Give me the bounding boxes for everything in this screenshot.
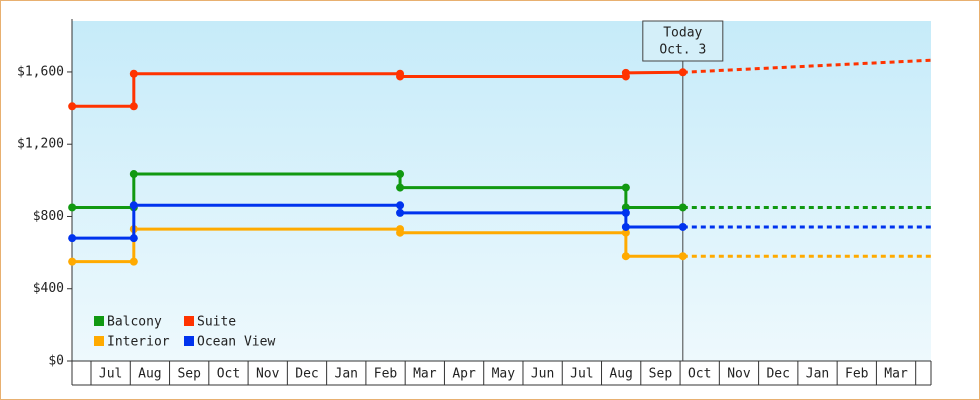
x-tick-label: Jan	[335, 367, 358, 382]
x-tick-label: Dec	[766, 367, 789, 382]
x-tick-label: Jul	[570, 367, 593, 382]
y-tick-label: $0	[48, 354, 64, 369]
y-tick-label: $1,200	[17, 137, 64, 152]
y-tick-label: $400	[33, 281, 64, 296]
point	[396, 228, 405, 237]
x-tick-label: Jul	[99, 367, 122, 382]
point	[129, 234, 138, 243]
x-tick-label: Sep	[649, 367, 673, 382]
x-tick-label: Jun	[531, 367, 554, 382]
legend-label: Suite	[197, 315, 236, 330]
legend-label: Balcony	[107, 315, 162, 330]
legend-swatch	[94, 336, 104, 346]
x-tick-label: Feb	[845, 367, 869, 382]
x-tick-label: Apr	[452, 367, 476, 382]
x-tick-label: Sep	[177, 367, 201, 382]
x-tick-label: May	[492, 367, 516, 382]
point	[396, 208, 405, 217]
point	[621, 252, 630, 261]
point	[129, 201, 138, 210]
point	[68, 234, 77, 243]
x-tick-label: Jan	[806, 367, 829, 382]
point	[621, 222, 630, 231]
today-box	[642, 20, 724, 62]
legend-swatch	[184, 336, 194, 346]
x-tick-label: Oct	[688, 367, 711, 382]
point	[129, 170, 138, 179]
point	[68, 203, 77, 212]
point	[678, 68, 687, 77]
y-tick-label: $800	[33, 209, 64, 224]
x-tick-label: Feb	[374, 367, 398, 382]
today-title: Today	[663, 26, 702, 41]
x-tick-label: Aug	[609, 367, 632, 382]
point	[396, 170, 405, 179]
legend-swatch	[184, 316, 194, 326]
point	[68, 102, 77, 111]
point	[621, 208, 630, 217]
point	[678, 222, 687, 231]
point	[129, 257, 138, 266]
point	[621, 183, 630, 192]
point	[396, 183, 405, 192]
x-tick-label: Nov	[256, 367, 280, 382]
point	[129, 69, 138, 78]
point	[621, 68, 630, 77]
x-tick-label: Mar	[413, 367, 437, 382]
x-tick-label: Oct	[217, 367, 240, 382]
y-tick-label: $1,600	[17, 64, 64, 79]
point	[396, 72, 405, 81]
point	[621, 228, 630, 237]
plot-area	[72, 21, 931, 361]
x-tick-label: Mar	[884, 367, 908, 382]
today-date: Oct. 3	[659, 43, 706, 58]
point	[68, 257, 77, 266]
x-tick-label: Nov	[727, 367, 751, 382]
legend-swatch	[94, 316, 104, 326]
forecast-line	[682, 58, 932, 74]
point	[678, 252, 687, 261]
x-tick-label: Aug	[138, 367, 161, 382]
x-tick-label: Dec	[295, 367, 318, 382]
legend-label: Interior	[107, 335, 170, 350]
point	[129, 102, 138, 111]
point	[396, 201, 405, 210]
point	[678, 203, 687, 212]
legend-label: Ocean View	[197, 335, 275, 350]
